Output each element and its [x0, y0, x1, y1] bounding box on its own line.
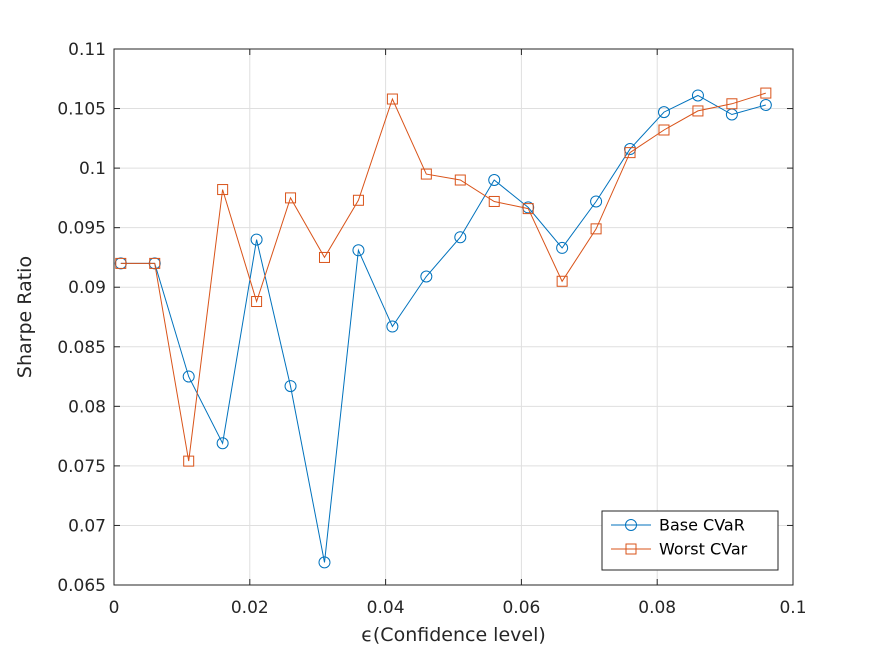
y-tick-label: 0.11	[68, 40, 106, 60]
y-tick-label: 0.075	[57, 457, 106, 477]
data-point-base-cvar	[488, 174, 501, 187]
data-point-worst-cvar	[590, 223, 602, 235]
data-point-base-cvar	[182, 370, 195, 383]
data-point-base-cvar	[420, 270, 433, 283]
x-tick-label: 0	[109, 598, 120, 618]
data-point-base-cvar	[250, 233, 263, 246]
data-point-worst-cvar	[454, 174, 466, 186]
data-point-worst-cvar	[183, 455, 195, 467]
data-point-base-cvar	[556, 241, 569, 254]
y-tick-label: 0.07	[68, 516, 106, 536]
data-point-worst-cvar	[285, 192, 297, 204]
y-tick-label: 0.105	[57, 100, 106, 120]
legend-marker-base-cvar	[625, 519, 637, 531]
y-tick-label: 0.085	[57, 338, 106, 358]
x-tick-label: 0.08	[638, 598, 676, 618]
x-axis-title: ϵ(Confidence level)	[361, 624, 546, 646]
data-point-worst-cvar	[217, 184, 229, 196]
data-point-base-cvar	[590, 195, 603, 208]
y-tick-label: 0.08	[68, 397, 106, 417]
data-point-worst-cvar	[318, 251, 330, 263]
data-point-worst-cvar	[658, 124, 670, 136]
data-point-base-cvar	[454, 231, 467, 244]
series-worst-cvar	[115, 87, 772, 467]
data-point-worst-cvar	[386, 93, 398, 105]
series-line-base-cvar	[120, 94, 766, 563]
data-point-base-cvar	[352, 244, 365, 257]
legend-marker-worst-cvar	[625, 543, 637, 555]
data-point-base-cvar	[216, 437, 229, 450]
data-point-worst-cvar	[624, 147, 636, 159]
x-tick-label: 0.06	[502, 598, 540, 618]
y-tick-label: 0.1	[79, 159, 106, 179]
data-point-worst-cvar	[488, 195, 500, 207]
data-point-worst-cvar	[149, 257, 161, 269]
data-point-base-cvar	[386, 320, 399, 333]
data-point-worst-cvar	[420, 168, 432, 180]
data-point-worst-cvar	[522, 203, 534, 215]
series-line-worst-cvar	[120, 92, 766, 462]
plot-background	[114, 49, 793, 585]
data-point-worst-cvar	[251, 296, 263, 308]
legend-label-base-cvar: Base CVaR	[659, 516, 745, 535]
y-tick-label: 0.095	[57, 219, 106, 239]
data-point-base-cvar	[284, 380, 297, 393]
data-point-worst-cvar	[556, 275, 568, 287]
y-tick-label: 0.09	[68, 278, 106, 298]
x-tick-label: 0.02	[231, 598, 269, 618]
data-point-base-cvar	[691, 89, 704, 102]
data-point-worst-cvar	[726, 98, 738, 110]
data-point-base-cvar	[318, 556, 331, 569]
data-point-base-cvar	[657, 106, 670, 119]
x-tick-label: 0.04	[367, 598, 405, 618]
data-point-base-cvar	[759, 98, 772, 111]
y-tick-label: 0.065	[57, 576, 106, 596]
x-tick-label: 0.1	[779, 598, 806, 618]
axis-ticks: 0 0.02 0.04 0.06 0.08 0.1 0.065 0.07 0.075 0.08 0.…	[57, 40, 806, 618]
data-point-worst-cvar	[760, 87, 772, 99]
data-point-worst-cvar	[692, 105, 704, 117]
legend: Base CVaR Worst CVar	[601, 510, 779, 571]
series-layer	[114, 87, 772, 569]
data-point-worst-cvar	[115, 257, 127, 269]
legend-box	[601, 510, 779, 571]
legend-label-worst-cvar: Worst CVar	[659, 540, 748, 559]
data-point-worst-cvar	[352, 194, 364, 206]
plot-frame	[113, 48, 794, 586]
y-axis-title: Sharpe Ratio	[14, 256, 36, 378]
